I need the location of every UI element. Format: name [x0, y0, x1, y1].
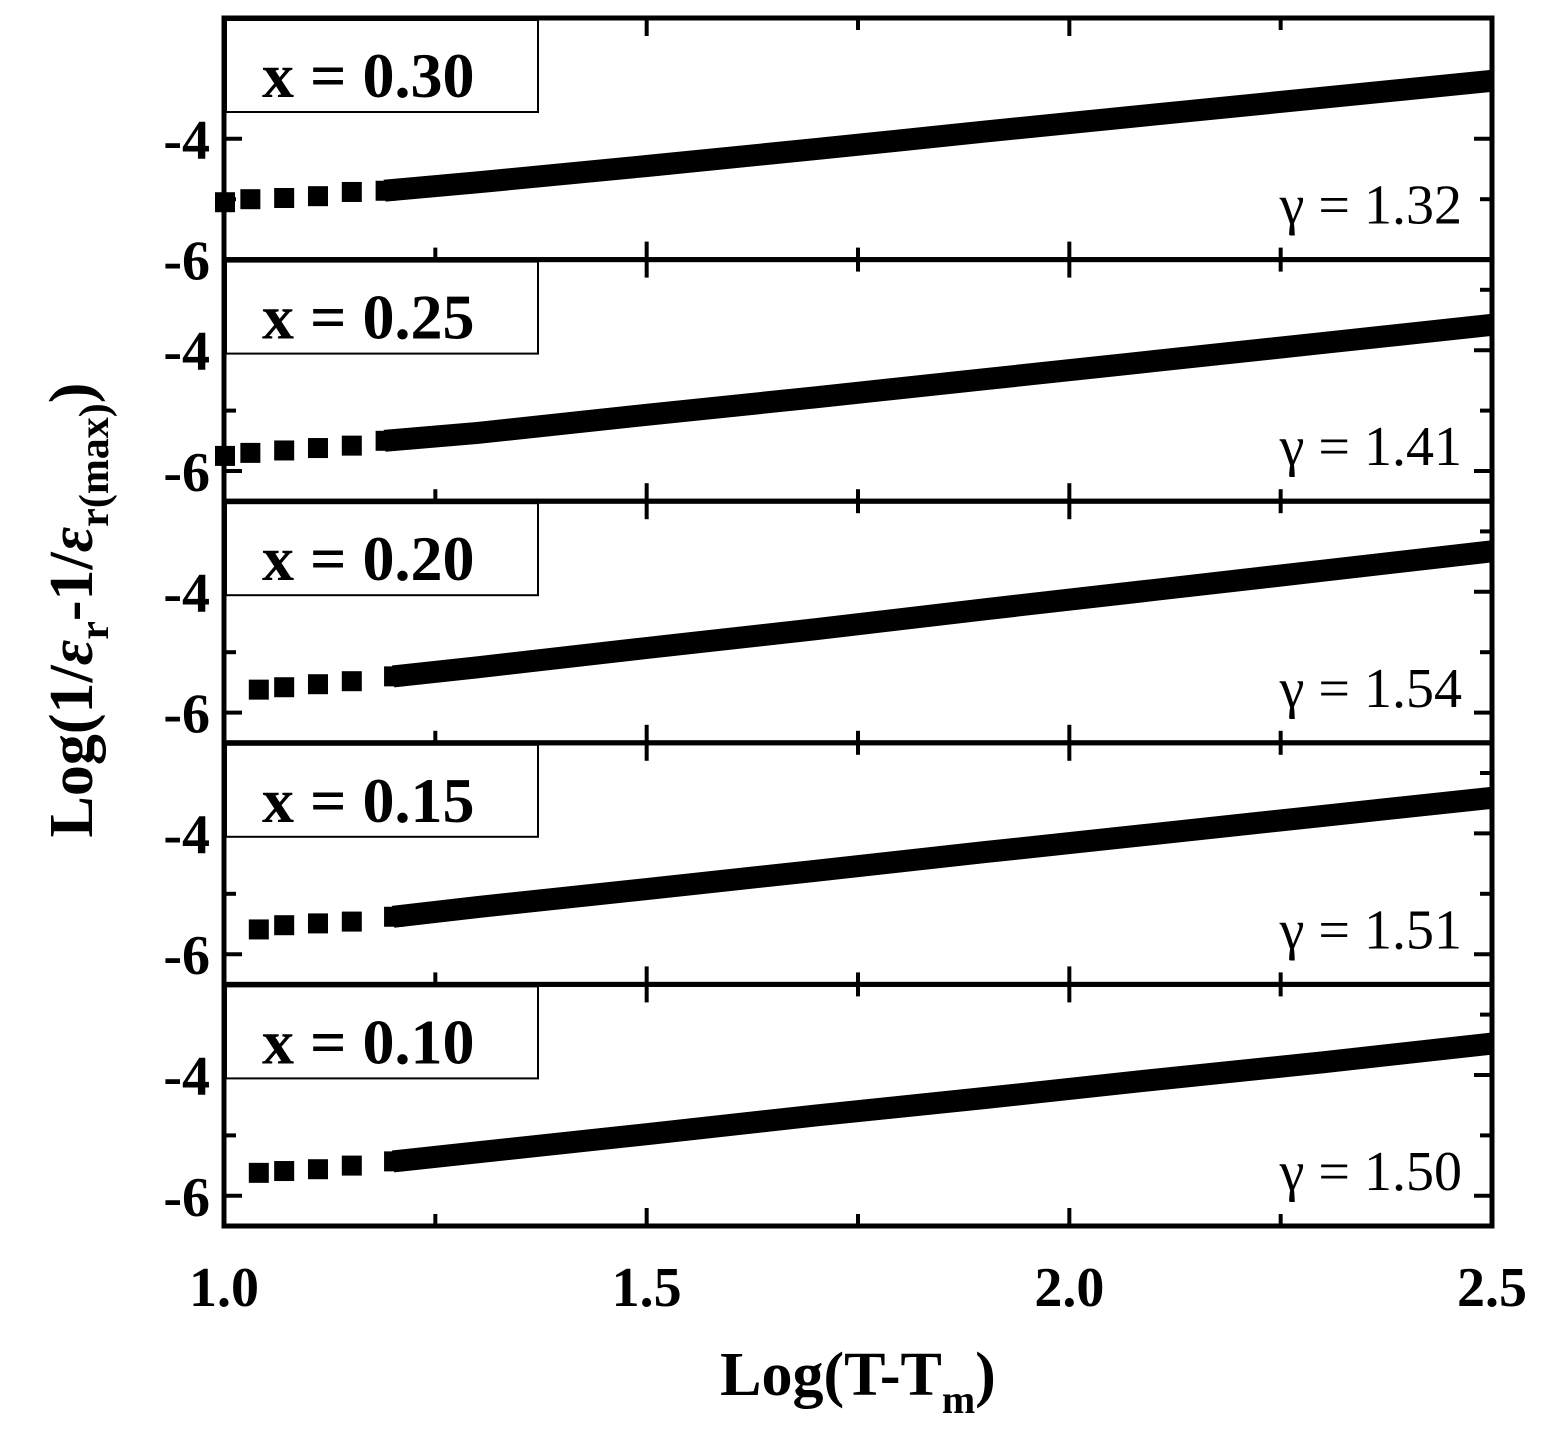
- data-point: [248, 679, 269, 700]
- x-tick-label: 1.5: [612, 1257, 682, 1319]
- data-series-line: [391, 540, 1494, 688]
- y-axis-title-epsilon-2: ε: [38, 527, 106, 552]
- panel-label: x = 0.15: [262, 765, 474, 836]
- panel-label: x = 0.20: [262, 523, 474, 594]
- data-point: [274, 187, 295, 208]
- panel-label: x = 0.25: [262, 282, 474, 353]
- gamma-label: γ = 1.41: [1279, 416, 1462, 478]
- y-tick-label: -6: [163, 925, 210, 987]
- panel-label-box: [225, 260, 539, 355]
- panel-label-box: [225, 502, 539, 597]
- y-axis-title-close: ): [38, 383, 106, 404]
- y-tick-label: -4: [163, 804, 210, 866]
- x-tick-label: 1.0: [189, 1257, 259, 1319]
- y-tick-label: -6: [163, 1167, 210, 1229]
- data-series-line: [391, 786, 1494, 928]
- x-axis-title-main: Log(T-T: [720, 1341, 942, 1409]
- data-point: [248, 1162, 269, 1183]
- gamma-label: γ = 1.32: [1279, 175, 1462, 237]
- data-point: [341, 911, 362, 932]
- y-tick-label: -4: [163, 563, 210, 625]
- data-point: [240, 442, 261, 463]
- y-tick-label: -4: [163, 1046, 210, 1108]
- data-point: [341, 671, 362, 692]
- panel-label: x = 0.30: [262, 40, 474, 111]
- data-point: [274, 440, 295, 461]
- data-point: [274, 1161, 295, 1182]
- data-point: [307, 913, 328, 934]
- data-point: [274, 915, 295, 936]
- data-point: [240, 189, 261, 210]
- panel-3: -4 -6 x = 0.15 γ = 1.51: [163, 740, 1495, 987]
- data-series-line: [391, 1032, 1494, 1173]
- data-point: [307, 1159, 328, 1180]
- data-point: [341, 435, 362, 456]
- y-tick-label: -6: [163, 231, 210, 293]
- gamma-label: γ = 1.51: [1279, 899, 1462, 961]
- y-axis-title-epsilon-1: ε: [38, 640, 106, 665]
- data-point: [341, 1155, 362, 1176]
- x-tick-label: 2.5: [1457, 1257, 1527, 1319]
- panel-2: -4 -6 x = 0.20 γ = 1.54: [163, 498, 1495, 746]
- y-axis-title-sub-rmax: r(max): [72, 403, 118, 527]
- y-tick-label: -4: [163, 321, 210, 383]
- data-point: [341, 181, 362, 202]
- y-tick-label: -4: [163, 110, 210, 172]
- panel-label-box: [225, 743, 539, 838]
- gamma-label: γ = 1.50: [1279, 1141, 1462, 1203]
- y-tick-label: -6: [163, 442, 210, 504]
- data-point: [215, 445, 235, 466]
- x-axis-title-close: ): [975, 1341, 996, 1409]
- x-axis: 1.0 1.5 2.0 2.5: [189, 1257, 1527, 1319]
- x-axis-title: Log(T-Tm): [720, 1341, 996, 1422]
- y-axis-title-part-2: -1/: [38, 551, 106, 621]
- y-axis-title: Log(1/εr-1/εr(max)): [38, 383, 118, 838]
- panel-1: -4 -6 x = 0.25 γ = 1.41: [163, 257, 1495, 504]
- y-tick-label: -6: [163, 684, 210, 746]
- data-point: [215, 192, 235, 213]
- panel-label-box: [225, 985, 539, 1080]
- data-series-line: [383, 313, 1494, 452]
- x-axis-title-subscript: m: [942, 1377, 975, 1422]
- gamma-label: γ = 1.54: [1279, 658, 1462, 720]
- panels-group: -4 -6 x = 0.30 γ = 1.32 -4 -6 x = 0.25 γ = 1.41…: [163, 15, 1495, 1229]
- data-point: [274, 677, 295, 698]
- panel-0: -4 -6 x = 0.30 γ = 1.32: [163, 15, 1495, 293]
- y-axis-title-sub-r: r: [72, 621, 118, 640]
- data-point: [307, 438, 328, 459]
- y-axis-title-part-1: Log(1/: [38, 664, 106, 837]
- data-point: [307, 186, 328, 207]
- panel-label: x = 0.10: [262, 1006, 474, 1077]
- panel-label-box: [225, 19, 539, 113]
- data-point: [248, 919, 269, 940]
- data-series-line: [383, 69, 1494, 202]
- panel-4: -4 -6 x = 0.10 γ = 1.50: [163, 981, 1495, 1229]
- x-tick-label: 2.0: [1034, 1257, 1104, 1319]
- data-point: [307, 674, 328, 695]
